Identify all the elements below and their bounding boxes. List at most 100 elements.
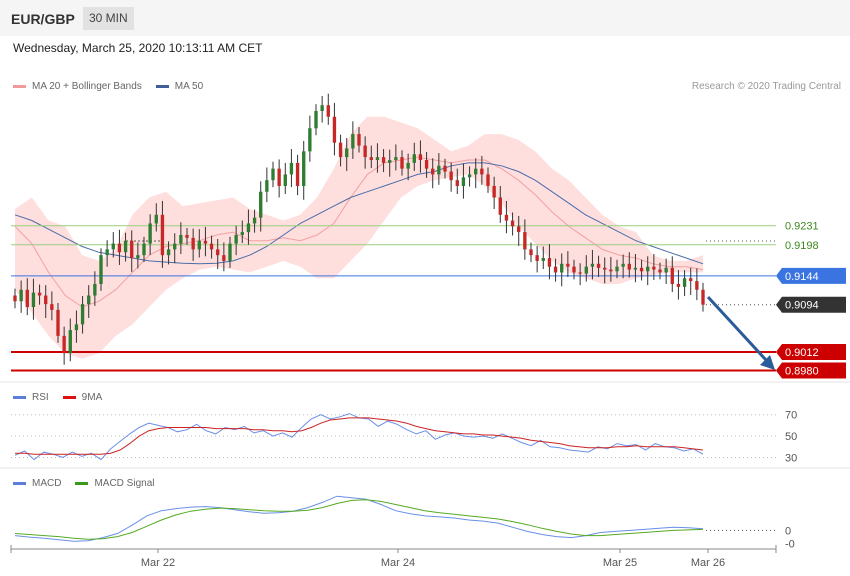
candle-body xyxy=(246,223,251,233)
candle-body xyxy=(633,267,638,270)
legend-swatch-9ma xyxy=(62,396,76,399)
top-bar: EUR/GBP 30 MIN xyxy=(0,0,850,36)
candle-body xyxy=(449,171,453,181)
candle-body xyxy=(345,148,349,158)
candle-body xyxy=(111,243,115,250)
price-legend: MA 20 + Bollinger Bands MA 50 xyxy=(13,81,203,92)
level-tag-label-0.9012: 0.9012 xyxy=(785,347,819,359)
macd-tick-label: -0 xyxy=(785,538,795,550)
candle-body xyxy=(259,191,263,218)
candle-body xyxy=(265,180,269,192)
candle-body xyxy=(142,243,146,256)
candle-body xyxy=(388,160,392,163)
candle-body xyxy=(553,266,558,273)
candle-body xyxy=(308,128,312,152)
candle-body xyxy=(123,240,128,253)
candle-body xyxy=(590,263,595,267)
price-panel: 0.9231 0.9198 0.9144 0.9094 0.9012 0.8980 xyxy=(0,93,850,469)
candle-body xyxy=(25,289,29,308)
candle-body xyxy=(639,267,644,272)
candle-body xyxy=(302,151,306,186)
rsi-line xyxy=(14,413,704,461)
candle-body xyxy=(652,266,656,270)
level-label-0.9198: 0.9198 xyxy=(785,240,819,252)
candle-body xyxy=(603,267,607,270)
legend-ma20-label: MA 20 + Bollinger Bands xyxy=(32,81,142,92)
candle-body xyxy=(689,278,693,282)
legend-swatch-ma50 xyxy=(155,85,169,88)
candle-body xyxy=(80,304,85,325)
candle-body xyxy=(240,232,244,235)
rsi-panel: 70 50 30 xyxy=(11,410,797,464)
candle-body xyxy=(338,142,343,158)
candle-body xyxy=(326,105,330,117)
candle-body xyxy=(185,234,189,238)
candle-body xyxy=(74,324,79,331)
candle-body xyxy=(209,243,214,250)
candle-body xyxy=(234,234,238,244)
candle-body xyxy=(87,295,91,305)
rsi-ma-line xyxy=(15,417,704,455)
candle-body xyxy=(701,289,705,305)
candle-body xyxy=(400,157,404,169)
candle-body xyxy=(406,162,410,169)
candle-body xyxy=(535,255,539,261)
legend-rsi-label: RSI xyxy=(32,392,49,403)
candle-body xyxy=(320,105,324,111)
candle-body xyxy=(615,266,619,272)
candle-body xyxy=(596,263,601,268)
candle-body xyxy=(148,223,152,244)
candle-body xyxy=(504,214,509,221)
level-label-0.9231: 0.9231 xyxy=(785,221,819,233)
candle-body xyxy=(31,292,36,308)
candle-body xyxy=(295,162,300,186)
legend-swatch-rsi xyxy=(13,396,26,399)
level-tag-0.9144 xyxy=(776,267,846,284)
candle-body xyxy=(412,154,416,163)
level-tag-label-0.9144: 0.9144 xyxy=(785,271,819,283)
ma50-line xyxy=(14,162,704,265)
candle-body xyxy=(480,168,484,175)
candle-body xyxy=(191,237,195,250)
symbol-title: EUR/GBP xyxy=(11,11,75,27)
timeframe-badge[interactable]: 30 MIN xyxy=(83,7,134,30)
candle-body xyxy=(523,232,527,250)
legend-9ma-label: 9MA xyxy=(81,392,103,403)
rsi-legend: RSI 9MA xyxy=(13,392,102,403)
candle-body xyxy=(289,162,294,175)
candle-body xyxy=(658,269,662,273)
candle-body xyxy=(609,269,613,272)
candle-body xyxy=(664,267,668,273)
candle-body xyxy=(117,243,122,253)
candle-body xyxy=(670,267,674,284)
time-axis: Mar 22 Mar 24 Mar 25 Mar 26 xyxy=(10,545,777,569)
time-tick-label: Mar 24 xyxy=(381,557,415,569)
candle-body xyxy=(357,134,361,146)
candle-body xyxy=(160,214,165,256)
level-tag-label-0.8980: 0.8980 xyxy=(785,365,819,377)
candle-body xyxy=(560,263,564,273)
candle-body xyxy=(203,240,208,244)
candle-body xyxy=(486,174,490,186)
time-tick-label: Mar 26 xyxy=(691,557,725,569)
candle-body xyxy=(216,249,220,256)
candle-body xyxy=(467,174,472,178)
candle-body xyxy=(44,295,48,305)
candle-body xyxy=(136,255,140,259)
level-tag-0.9012 xyxy=(776,344,846,361)
macd-signal-line xyxy=(14,499,704,540)
candle-body xyxy=(332,116,337,143)
candle-body xyxy=(682,278,687,287)
candle-body xyxy=(37,292,42,296)
candle-body xyxy=(19,289,23,302)
candle-body xyxy=(437,165,441,175)
candle-body xyxy=(424,160,429,169)
legend-ma50-label: MA 50 xyxy=(174,81,204,92)
candle-body xyxy=(351,134,355,149)
candle-body xyxy=(621,263,625,267)
candle-body xyxy=(369,157,373,161)
candle-body xyxy=(517,226,521,233)
candle-body xyxy=(676,283,681,287)
rsi-tick-label: 50 xyxy=(785,431,797,443)
candle-body xyxy=(173,243,177,250)
